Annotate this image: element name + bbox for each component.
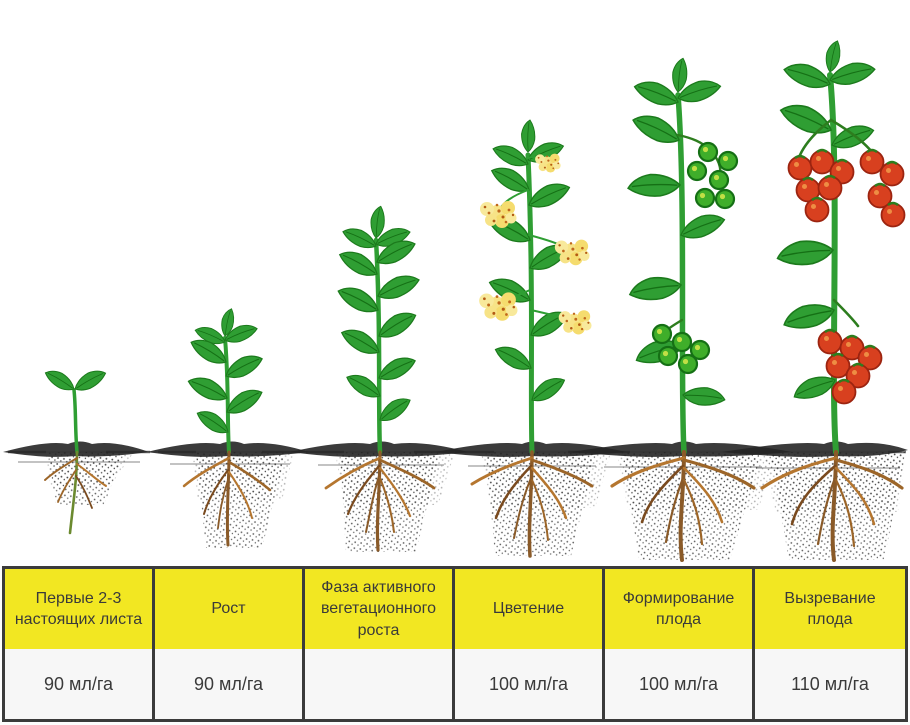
stages-table: Первые 2-3 настоящих листа 90 мл/га Рост… [2, 566, 908, 722]
stage-header-growth: Рост [155, 569, 305, 649]
dose-active-vegetation [305, 649, 455, 719]
dose-fruit-ripening: 110 мл/га [755, 649, 905, 719]
plant-stage-seedling [3, 365, 150, 535]
dose-fruit-formation: 100 мл/га [605, 649, 755, 719]
plant-stage-active-vegetation [290, 204, 468, 552]
stage-header-seedling: Первые 2-3 настоящих листа [5, 569, 155, 649]
plant-stage-fruit-formation [572, 56, 792, 562]
dose-flowering: 100 мл/га [455, 649, 605, 719]
dose-seedling: 90 мл/га [5, 649, 155, 719]
dose-growth: 90 мл/га [155, 649, 305, 719]
stage-header-fruit-ripening: Вызревание плода [755, 569, 905, 649]
plant-stage-growth [147, 306, 309, 548]
stage-header-fruit-formation: Формирование плода [605, 569, 755, 649]
plant-illustration-scene [3, 38, 908, 562]
tomato-plants-drawing [3, 38, 908, 562]
stage-header-flowering: Цветение [455, 569, 605, 649]
plant-stage-fruit-ripening [722, 38, 908, 562]
plant-stage-flowering [436, 118, 626, 558]
stage-header-active-vegetation: Фаза активного вегетационного роста [305, 569, 455, 649]
